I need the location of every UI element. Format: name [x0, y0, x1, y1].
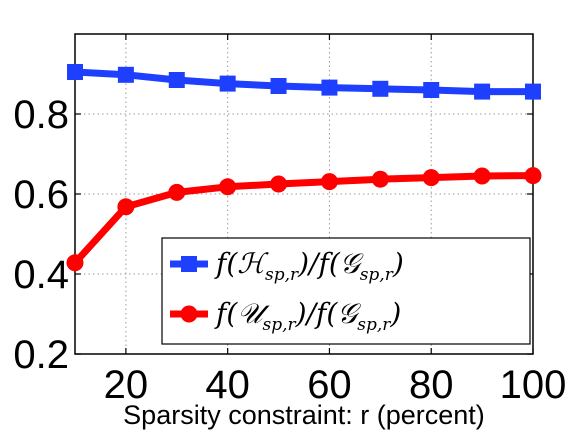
data-point-square — [270, 78, 287, 94]
data-point-circle — [117, 198, 135, 216]
data-point-square — [372, 80, 389, 97]
legend: f(ℋsp,r)/f(𝒢sp,r) f(𝒰sp,r)/f(𝒢sp,r) — [161, 237, 531, 345]
data-point-circle — [219, 178, 237, 196]
x-axis-title: Sparsity constraint: r (percent) — [123, 400, 485, 430]
data-point-circle — [66, 254, 84, 272]
data-point-circle — [320, 173, 338, 191]
series-layer — [66, 64, 542, 272]
y-tick-label: 0.8 — [13, 93, 69, 137]
data-point-square — [525, 83, 541, 100]
series-line-2 — [72, 172, 534, 266]
data-point-square — [117, 66, 134, 83]
series-line-1 — [74, 68, 533, 96]
axis-ticks — [75, 34, 534, 355]
data-point-circle — [524, 167, 542, 185]
data-point-circle — [473, 167, 491, 185]
data-point-circle — [371, 170, 389, 188]
data-point-circle — [422, 169, 440, 187]
data-point-square — [423, 82, 440, 98]
legend-box — [161, 237, 531, 345]
data-point-square — [219, 75, 236, 92]
y-tick-label: 0.2 — [13, 333, 69, 377]
x-tick-label: 100 — [500, 363, 567, 407]
data-point-square — [474, 83, 491, 100]
data-point-circle — [168, 183, 186, 201]
legend-entry-usp: f(𝒰sp,r)/f(𝒢sp,r) — [170, 297, 401, 335]
legend-square-marker — [181, 256, 197, 272]
x-tick-label: 40 — [205, 363, 250, 407]
y-tick-label: 0.4 — [13, 253, 69, 297]
legend-label-usp: f(𝒰sp,r)/f(𝒢sp,r) — [214, 297, 401, 335]
x-tick-label: 60 — [307, 363, 352, 407]
data-point-square — [321, 79, 338, 96]
data-point-square — [168, 72, 185, 88]
tick-labels: 20 40 60 80 100 0.2 0.4 0.6 0.8 — [13, 93, 566, 407]
data-point-circle — [270, 175, 288, 193]
y-tick-label: 0.6 — [13, 173, 69, 217]
x-tick-label: 20 — [104, 363, 149, 407]
data-point-square — [67, 64, 83, 80]
legend-circle-marker — [180, 305, 198, 323]
x-tick-label: 80 — [409, 363, 454, 407]
